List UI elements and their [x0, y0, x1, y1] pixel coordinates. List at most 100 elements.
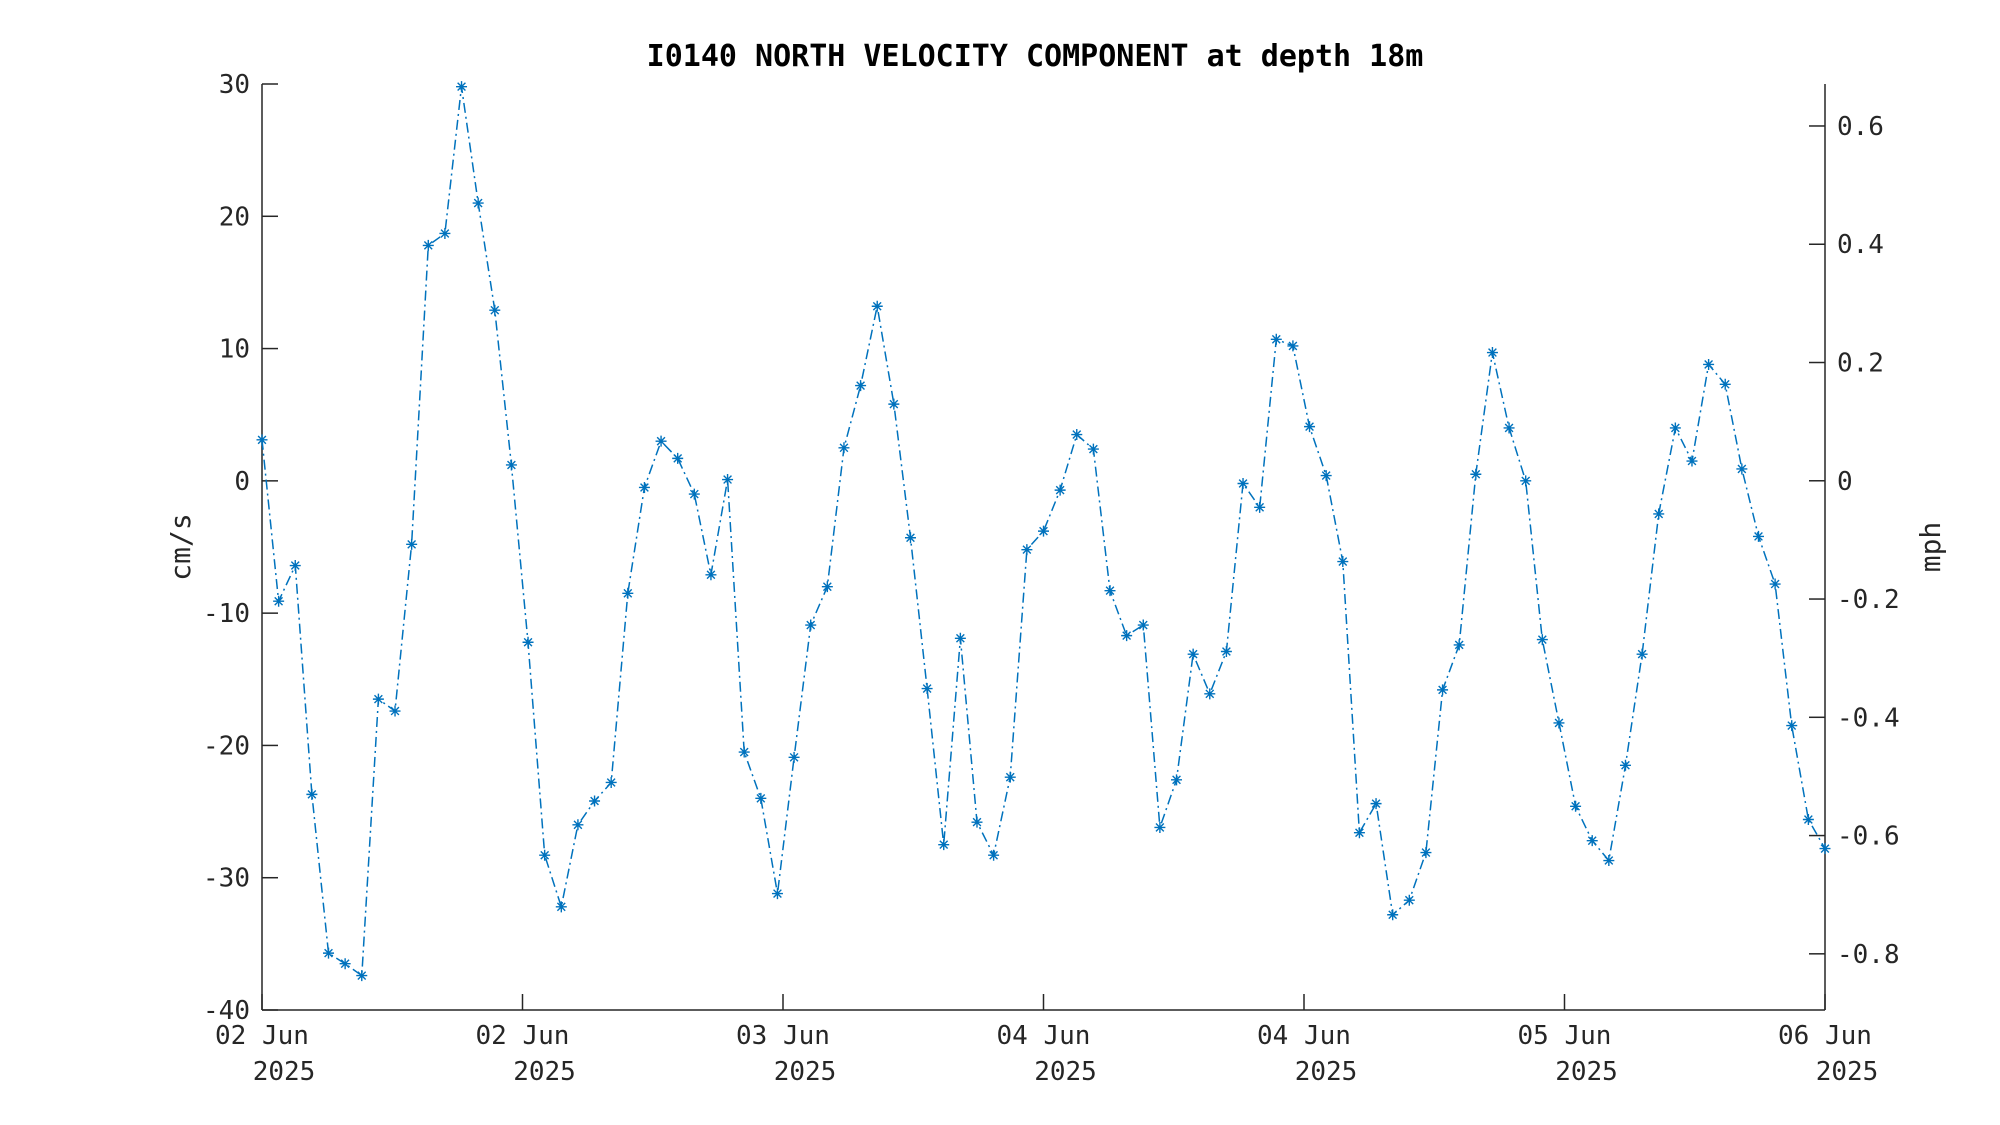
x-tick-label-day: 03 Jun — [736, 1021, 830, 1051]
data-point-marker — [1520, 475, 1532, 487]
data-point-marker — [1071, 429, 1083, 441]
data-point-marker — [821, 581, 833, 593]
y2-tick-label: 0.4 — [1837, 230, 1884, 260]
data-point-marker — [306, 788, 318, 800]
x-tick-label-year: 2025 — [1034, 1057, 1097, 1087]
data-point-marker — [855, 380, 867, 392]
data-point-marker — [938, 839, 950, 851]
data-point-marker — [472, 197, 484, 209]
data-point-marker — [1171, 774, 1183, 786]
data-point-marker — [489, 304, 501, 316]
data-point-marker — [1719, 378, 1731, 390]
data-point-marker — [705, 569, 717, 581]
data-point-marker — [589, 795, 601, 807]
data-point-marker — [555, 901, 567, 913]
data-point-marker — [672, 452, 684, 464]
x-tick-label-year: 2025 — [1816, 1057, 1879, 1087]
data-point-marker — [1470, 468, 1482, 480]
data-point-marker — [1802, 814, 1814, 826]
x-tick-label-day: 02 Jun — [476, 1021, 570, 1051]
y-tick-label: 0 — [234, 467, 250, 497]
x-tick-label-day: 02 Jun — [215, 1021, 309, 1051]
data-point-marker — [456, 81, 468, 93]
data-point-marker — [921, 683, 933, 695]
data-point-marker — [1503, 422, 1515, 434]
data-point-marker — [838, 442, 850, 454]
x-ticks: 02 Jun 2025 02 Jun 2025 03 Jun 2025 04 Jun 2025… — [215, 994, 1878, 1087]
y-tick-label: -20 — [203, 731, 250, 761]
data-point-marker — [1619, 759, 1631, 771]
y2-tick-label: 0.6 — [1837, 112, 1884, 142]
data-point-marker — [289, 560, 301, 572]
data-point-marker — [1370, 798, 1382, 810]
data-point-marker — [1353, 827, 1365, 839]
data-point-marker — [1137, 619, 1149, 631]
data-point-marker — [1337, 556, 1349, 568]
data-point-marker — [1004, 771, 1016, 783]
data-point-marker — [871, 300, 883, 312]
data-point-marker — [1553, 717, 1565, 729]
data-point-marker — [439, 227, 451, 239]
x-tick-label-day: 04 Jun — [997, 1021, 1091, 1051]
data-point-marker — [372, 693, 384, 705]
y-tick-label: -40 — [203, 996, 250, 1026]
data-point-marker — [1703, 358, 1715, 370]
data-point-marker — [1021, 544, 1033, 556]
y-tick-label: 30 — [219, 70, 250, 100]
data-point-marker — [1254, 501, 1266, 513]
data-point-marker — [1187, 648, 1199, 660]
data-point-marker — [1304, 421, 1316, 433]
y-tick-label: 20 — [219, 202, 250, 232]
data-point-marker — [505, 459, 517, 471]
data-point-marker — [788, 751, 800, 763]
data-point-marker — [1220, 646, 1232, 658]
data-point-marker — [1586, 835, 1598, 847]
data-point-marker — [1204, 688, 1216, 700]
data-point-marker — [1154, 821, 1166, 833]
y-tick-label: 10 — [219, 335, 250, 365]
data-point-marker — [755, 792, 767, 804]
data-point-marker — [971, 816, 983, 828]
data-point-marker — [988, 849, 1000, 861]
y2-tick-label: 0 — [1837, 467, 1853, 497]
y-tick-label: -10 — [203, 599, 250, 629]
x-tick-label-day: 04 Jun — [1257, 1021, 1351, 1051]
data-point-marker — [655, 435, 667, 447]
data-point-marker — [888, 398, 900, 410]
data-point-marker — [1054, 484, 1066, 496]
data-point-marker — [1636, 648, 1648, 660]
data-point-marker — [771, 888, 783, 900]
data-point-marker — [1104, 585, 1116, 597]
data-point-marker — [1420, 847, 1432, 859]
x-tick-label-year: 2025 — [1555, 1057, 1618, 1087]
data-point-marker — [1087, 443, 1099, 455]
data-point-marker — [323, 947, 335, 959]
data-point-marker — [622, 587, 634, 599]
x-tick-label-year: 2025 — [513, 1057, 576, 1087]
data-point-marker — [339, 958, 351, 970]
data-point-marker — [1121, 630, 1133, 642]
data-point-marker — [1486, 347, 1498, 359]
data-point-marker — [1669, 422, 1681, 434]
data-point-marker — [1320, 470, 1332, 482]
data-point-marker — [389, 705, 401, 717]
data-point-marker — [805, 619, 817, 631]
data-point-marker — [1453, 639, 1465, 651]
data-point-marker — [572, 819, 584, 831]
data-point-marker — [688, 488, 700, 500]
data-point-marker — [904, 532, 916, 544]
data-point-marker — [273, 595, 285, 607]
y2-axis-label: mph — [1914, 522, 1947, 573]
data-point-marker — [1653, 508, 1665, 520]
data-point-marker — [1686, 455, 1698, 467]
data-point-marker — [1237, 478, 1249, 490]
y2-tick-label: -0.6 — [1837, 822, 1900, 852]
x-tick-label-day: 05 Jun — [1518, 1021, 1612, 1051]
x-tick-label-year: 2025 — [774, 1057, 837, 1087]
data-point-marker — [954, 632, 966, 644]
data-point-marker — [1819, 843, 1831, 855]
data-point-marker — [1786, 720, 1798, 732]
chart-title: I0140 NORTH VELOCITY COMPONENT at depth … — [647, 39, 1424, 74]
data-point-marker — [1570, 800, 1582, 812]
data-point-marker — [356, 970, 368, 982]
